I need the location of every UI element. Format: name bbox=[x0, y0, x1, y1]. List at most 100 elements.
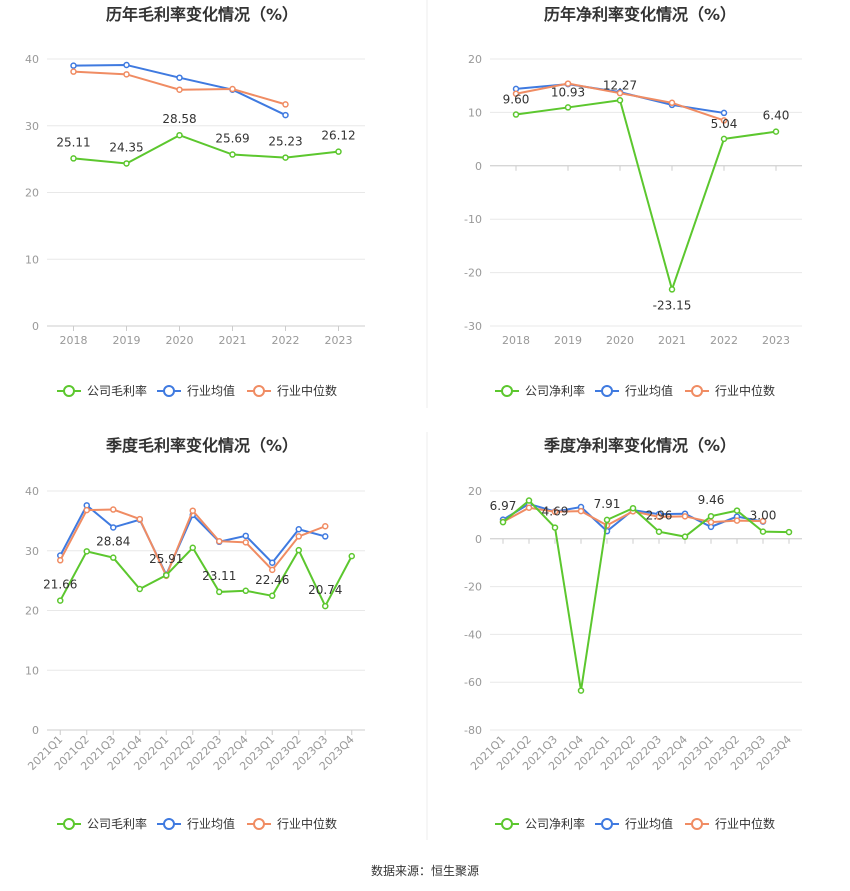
legend-marker bbox=[253, 385, 265, 397]
x-tick-label: 2022 bbox=[272, 334, 300, 347]
x-tick-label: 2022 bbox=[710, 334, 738, 347]
y-tick-label: 20 bbox=[468, 485, 482, 498]
data-source: 数据来源：恒生聚源 bbox=[370, 864, 479, 878]
data-point bbox=[136, 585, 143, 593]
data-point bbox=[83, 506, 90, 514]
x-tick-label: 2018 bbox=[60, 334, 88, 347]
data-point bbox=[282, 101, 289, 108]
data-label: -23.15 bbox=[653, 298, 692, 312]
data-label: 9.60 bbox=[503, 93, 530, 107]
data-point bbox=[83, 548, 90, 555]
data-point bbox=[525, 497, 533, 504]
y-tick-label: 10 bbox=[25, 253, 39, 266]
data-point bbox=[551, 508, 559, 516]
data-point bbox=[720, 109, 728, 117]
series-line bbox=[515, 99, 777, 293]
data-point bbox=[70, 155, 77, 162]
legend-item: 公司毛利率 bbox=[57, 816, 147, 831]
legend-item: 行业均值 bbox=[157, 816, 235, 831]
legend-marker bbox=[63, 818, 75, 830]
data-point bbox=[720, 117, 728, 124]
data-point bbox=[348, 552, 355, 560]
legend-label: 公司毛利率 bbox=[87, 816, 147, 831]
data-label: 25.69 bbox=[215, 132, 249, 146]
x-tick-label: 2023 bbox=[325, 334, 353, 347]
x-tick-label: 2019 bbox=[554, 334, 582, 347]
data-point bbox=[136, 515, 143, 523]
y-tick-label: -60 bbox=[464, 676, 482, 689]
data-label: 2.96 bbox=[646, 509, 673, 523]
y-tick-label: 30 bbox=[25, 545, 39, 558]
data-point bbox=[176, 86, 183, 93]
data-point bbox=[720, 135, 728, 143]
data-point bbox=[229, 151, 236, 158]
data-point bbox=[668, 99, 676, 107]
data-label: 5.04 bbox=[711, 117, 738, 131]
data-point bbox=[512, 111, 520, 118]
data-point bbox=[295, 546, 302, 554]
legend-label: 行业中位数 bbox=[277, 816, 337, 831]
data-label: 3.00 bbox=[750, 509, 777, 523]
y-tick-label: 0 bbox=[475, 533, 482, 546]
legend-marker bbox=[63, 385, 75, 397]
x-tick-label: 2020 bbox=[606, 334, 634, 347]
data-point bbox=[242, 587, 249, 595]
data-point bbox=[335, 148, 342, 155]
x-tick-label: 2018 bbox=[502, 334, 530, 347]
data-point bbox=[57, 597, 64, 604]
y-tick-label: -20 bbox=[464, 267, 482, 280]
data-label: 25.11 bbox=[56, 135, 90, 149]
data-label: 25.23 bbox=[268, 135, 302, 149]
y-tick-label: 0 bbox=[475, 160, 482, 173]
data-point bbox=[189, 507, 196, 514]
legend-marker bbox=[691, 818, 703, 830]
data-point bbox=[629, 504, 637, 512]
x-tick-label: 2021 bbox=[658, 334, 686, 347]
legend-item: 公司净利率 bbox=[495, 383, 585, 398]
data-point bbox=[707, 518, 715, 526]
data-point bbox=[772, 128, 780, 135]
data-point bbox=[785, 528, 793, 536]
data-point bbox=[759, 528, 767, 535]
data-point bbox=[123, 71, 130, 78]
data-point bbox=[322, 602, 329, 610]
data-point bbox=[551, 524, 559, 531]
data-point bbox=[282, 154, 289, 161]
y-tick-label: 0 bbox=[32, 724, 39, 737]
data-point bbox=[123, 61, 130, 69]
data-point bbox=[57, 557, 64, 564]
data-point bbox=[269, 559, 276, 566]
legend-marker bbox=[163, 818, 175, 830]
data-point bbox=[269, 592, 276, 600]
legend-item: 行业中位数 bbox=[247, 816, 337, 831]
data-point bbox=[733, 507, 741, 514]
y-tick-label: 40 bbox=[25, 485, 39, 498]
data-point bbox=[216, 588, 223, 596]
x-tick-label: 2020 bbox=[166, 334, 194, 347]
legend-label: 公司净利率 bbox=[525, 383, 585, 398]
chart-3: 季度毛利率变化情况（%）0102030402021Q12021Q22021Q32… bbox=[25, 436, 365, 831]
data-label: 24.35 bbox=[109, 140, 143, 154]
y-tick-label: -20 bbox=[464, 581, 482, 594]
legend-label: 行业均值 bbox=[625, 816, 673, 831]
legend-item: 公司毛利率 bbox=[57, 383, 147, 398]
legend-marker bbox=[501, 385, 513, 397]
y-tick-label: 10 bbox=[468, 106, 482, 119]
data-point bbox=[655, 513, 663, 521]
data-point bbox=[512, 90, 520, 97]
legend-item: 行业均值 bbox=[595, 816, 673, 831]
data-point bbox=[176, 131, 183, 139]
data-point bbox=[603, 516, 611, 524]
data-point bbox=[681, 533, 689, 540]
y-tick-label: 0 bbox=[32, 320, 39, 333]
data-point bbox=[707, 512, 715, 520]
data-point bbox=[295, 525, 302, 533]
y-tick-label: 20 bbox=[25, 187, 39, 200]
chart-1: 历年毛利率变化情况（%） 0 10 20 30 40 2018 2019 2020 2021 202… bbox=[25, 5, 365, 398]
chart-4: 季度净利率变化情况（%）-80-60-40-200202021Q12021Q22… bbox=[464, 436, 802, 831]
legend-label: 公司净利率 bbox=[525, 816, 585, 831]
data-point bbox=[616, 97, 624, 104]
series-line bbox=[59, 546, 353, 609]
legend-label: 行业均值 bbox=[187, 383, 235, 398]
data-point bbox=[70, 62, 77, 69]
